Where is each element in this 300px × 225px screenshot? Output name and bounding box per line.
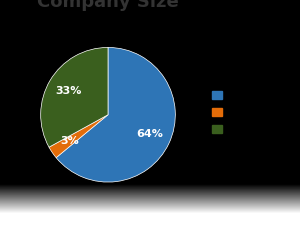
Text: 3%: 3% [61, 136, 80, 146]
Title: Company Size: Company Size [37, 0, 179, 11]
Legend: Large, Medium, Small: Large, Medium, Small [209, 88, 271, 137]
Wedge shape [41, 47, 108, 147]
Text: 64%: 64% [136, 129, 163, 139]
Wedge shape [56, 47, 175, 182]
Text: 33%: 33% [55, 86, 82, 96]
Wedge shape [49, 115, 108, 158]
